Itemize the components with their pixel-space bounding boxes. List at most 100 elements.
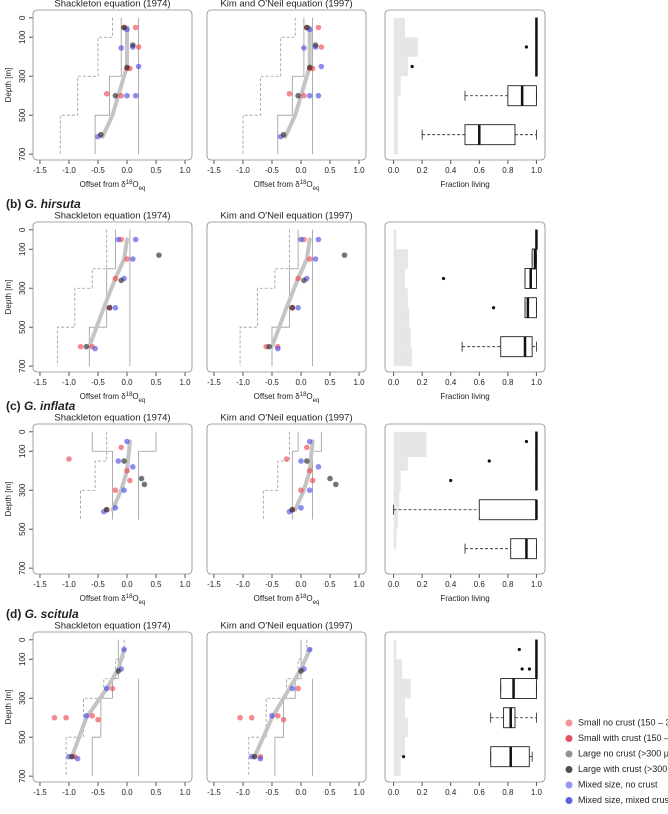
x-tick-label: -1.5 — [207, 788, 221, 797]
data-point — [306, 92, 313, 99]
box — [500, 678, 537, 699]
data-point — [138, 475, 145, 482]
x-tick-label: 1.0 — [353, 580, 365, 589]
x-tick-label: -0.5 — [265, 378, 279, 387]
outlier — [410, 64, 414, 69]
trend-line — [69, 647, 127, 759]
envelope-line — [91, 639, 119, 777]
data-point — [130, 464, 136, 470]
hist-bar — [393, 37, 418, 57]
x-tick-label: 1.0 — [531, 580, 543, 589]
envelope-line — [274, 639, 302, 777]
outlier — [449, 478, 453, 483]
box — [503, 707, 516, 729]
x-tick-label: 0.8 — [502, 166, 514, 175]
y-tick-label: 700 — [18, 359, 27, 373]
hist-bar — [393, 457, 408, 471]
data-point — [295, 304, 301, 311]
x-tick-label: -1.0 — [62, 580, 76, 589]
data-point — [118, 92, 125, 99]
x-tick-label: -1.0 — [236, 166, 250, 175]
data-point — [298, 487, 304, 494]
data-point — [318, 63, 325, 70]
y-axis-label: Depth [m] — [4, 482, 13, 517]
data-point — [306, 256, 313, 262]
x-tick-label: 0.0 — [388, 580, 400, 589]
data-point — [141, 481, 148, 488]
data-point — [257, 755, 264, 762]
data-point — [130, 42, 136, 48]
x-axis-label-part: eq — [139, 398, 146, 404]
trend-line — [283, 25, 312, 139]
data-point — [341, 252, 348, 258]
outlier — [524, 439, 529, 444]
data-point — [283, 456, 290, 462]
hist-bar — [393, 717, 408, 738]
panel-frame — [384, 423, 546, 575]
hist-bar — [393, 288, 408, 308]
outlier — [524, 45, 529, 49]
y-tick-label: 500 — [18, 108, 27, 122]
legend-marker — [565, 781, 573, 789]
data-point — [280, 131, 287, 138]
x-tick-label: 0.5 — [150, 788, 162, 797]
x-tick-label: 0.8 — [502, 378, 514, 387]
x-tick-label: 1.0 — [353, 166, 365, 175]
x-axis-label: Fraction living — [440, 180, 489, 189]
data-point — [118, 45, 125, 51]
data-point — [269, 712, 275, 719]
x-tick-label: 0.5 — [324, 788, 336, 797]
y-tick-label: 700 — [18, 561, 27, 575]
box — [478, 499, 537, 521]
y-tick-label: 500 — [18, 730, 27, 744]
data-point — [106, 304, 113, 311]
x-axis-label: Offset from δ18Oeq — [254, 594, 320, 606]
hist-bar — [393, 698, 405, 718]
data-point — [124, 64, 130, 71]
hist-bar — [393, 95, 398, 155]
x-axis-label-part: eq — [313, 398, 320, 404]
panel-title: Shackleton equation (1974) — [54, 621, 170, 632]
hist-bar — [393, 490, 400, 510]
row-label: (c) G. inflata — [6, 399, 76, 413]
hist-bar — [393, 756, 401, 777]
hist-bar — [393, 249, 408, 269]
panel-frame — [384, 221, 546, 373]
legend-marker — [565, 719, 573, 727]
row-species: G. inflata — [24, 399, 76, 413]
x-tick-label: 0.6 — [474, 166, 486, 175]
x-axis-label-part: 18 — [126, 392, 133, 398]
x-tick-label: -1.0 — [62, 378, 76, 387]
data-point — [315, 92, 322, 99]
y-tick-label: 0 — [18, 429, 27, 434]
x-axis-label-part: O — [132, 594, 138, 603]
data-point — [304, 458, 310, 464]
x-axis-label-part: Offset from δ — [254, 392, 301, 401]
data-point — [274, 345, 281, 352]
x-axis-label-part: 18 — [126, 594, 133, 600]
hist-bar — [393, 346, 413, 367]
hist-bar — [393, 529, 397, 549]
panel-frame — [206, 631, 367, 783]
x-tick-label: -0.5 — [91, 166, 105, 175]
data-point — [315, 24, 322, 31]
x-tick-label: 0.5 — [324, 580, 336, 589]
x-tick-label: 0.0 — [295, 378, 307, 387]
data-point — [132, 24, 139, 31]
x-tick-label: 0.5 — [150, 580, 162, 589]
y-tick-label: 500 — [18, 320, 27, 334]
row-tag: (d) — [6, 607, 21, 621]
legend-label: Large no crust (>300 μm — [578, 748, 668, 758]
x-tick-label: -1.5 — [33, 378, 47, 387]
data-point — [98, 131, 104, 138]
data-point — [135, 44, 142, 50]
data-point — [289, 685, 296, 692]
panel-title: Shackleton equation (1974) — [54, 0, 170, 10]
y-axis-label: Depth [m] — [4, 690, 13, 725]
data-point — [306, 438, 313, 445]
x-tick-label: 0.0 — [388, 378, 400, 387]
y-tick-label: 100 — [18, 242, 27, 256]
y-tick-label: 300 — [18, 483, 27, 497]
data-point — [95, 716, 101, 723]
